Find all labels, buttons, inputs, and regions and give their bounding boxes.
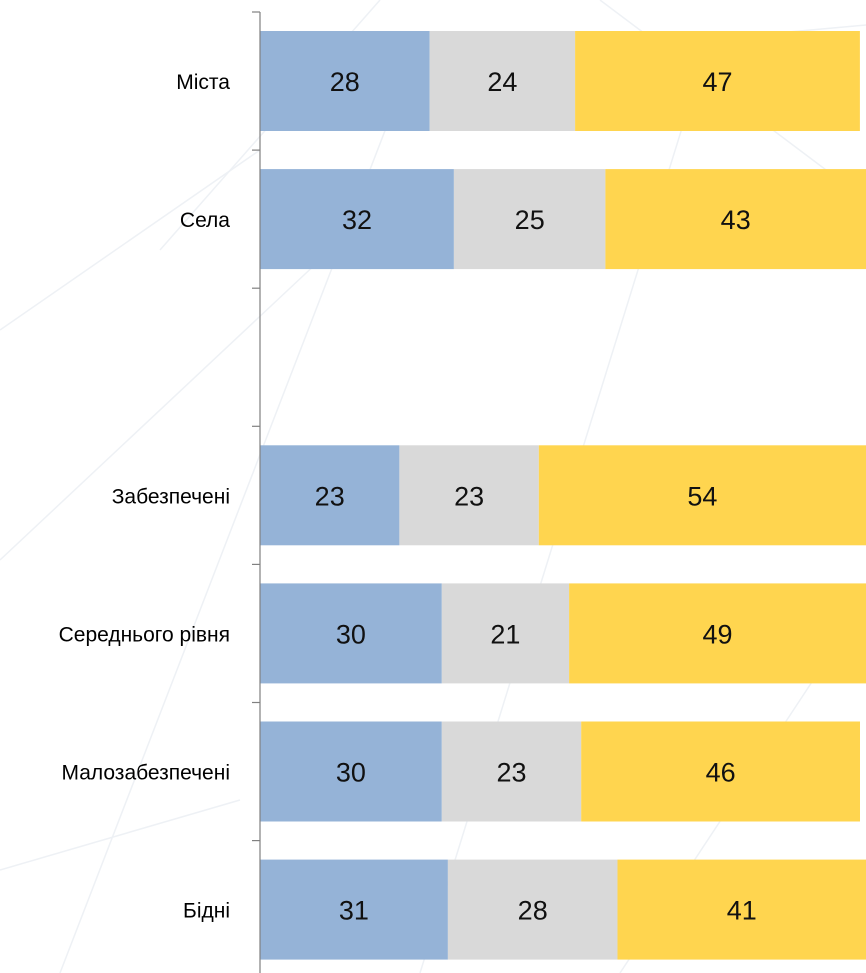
bar-segment (260, 583, 442, 684)
category-label: Середнього рівня (59, 623, 230, 646)
bar-segment (581, 721, 860, 822)
bar-segment (569, 583, 866, 684)
labels-group: 28 24 47 Міста 32 25 43 Села 23 23 54 Забезпечені 30… (59, 67, 757, 926)
data-label: 28 (518, 896, 548, 926)
bars-group (260, 31, 866, 960)
data-label: 23 (454, 481, 484, 511)
data-label: 23 (496, 758, 526, 788)
bar-segment (260, 169, 454, 270)
data-label: 25 (515, 205, 545, 235)
data-label: 24 (487, 67, 517, 97)
background-line (0, 799, 241, 871)
category-label: Міста (176, 71, 230, 94)
data-label: 41 (727, 896, 757, 926)
data-label: 30 (336, 758, 366, 788)
bar-segment (575, 31, 860, 131)
data-label: 30 (336, 619, 366, 649)
data-label: 23 (315, 481, 345, 511)
data-label: 54 (687, 481, 717, 511)
data-label: 43 (721, 205, 751, 235)
category-label: Забезпечені (112, 485, 230, 508)
bar-segment (260, 31, 430, 131)
bar-segment (441, 721, 582, 822)
category-label: Села (180, 209, 230, 232)
bar-segment (447, 859, 618, 960)
bar-segment (260, 445, 400, 546)
data-label: 32 (342, 205, 372, 235)
category-label: Бідні (183, 900, 230, 923)
bar-segment (260, 721, 442, 822)
bar-segment (399, 445, 539, 546)
bar-segment (441, 583, 570, 684)
background-line (0, 259, 321, 561)
bar-segment (453, 169, 606, 270)
bar-segment (429, 31, 576, 131)
category-label: Малозабезпечені (61, 762, 230, 785)
bar-segment (617, 859, 866, 960)
data-label: 28 (330, 67, 360, 97)
data-label: 49 (702, 619, 732, 649)
y-axis (252, 11, 261, 973)
data-label: 31 (339, 896, 369, 926)
bar-segment (260, 859, 448, 960)
background-line (0, 149, 261, 331)
bar-segment (538, 445, 866, 546)
data-label: 46 (706, 758, 736, 788)
data-label: 47 (702, 67, 732, 97)
data-label: 21 (490, 619, 520, 649)
bar-segment (605, 169, 866, 270)
